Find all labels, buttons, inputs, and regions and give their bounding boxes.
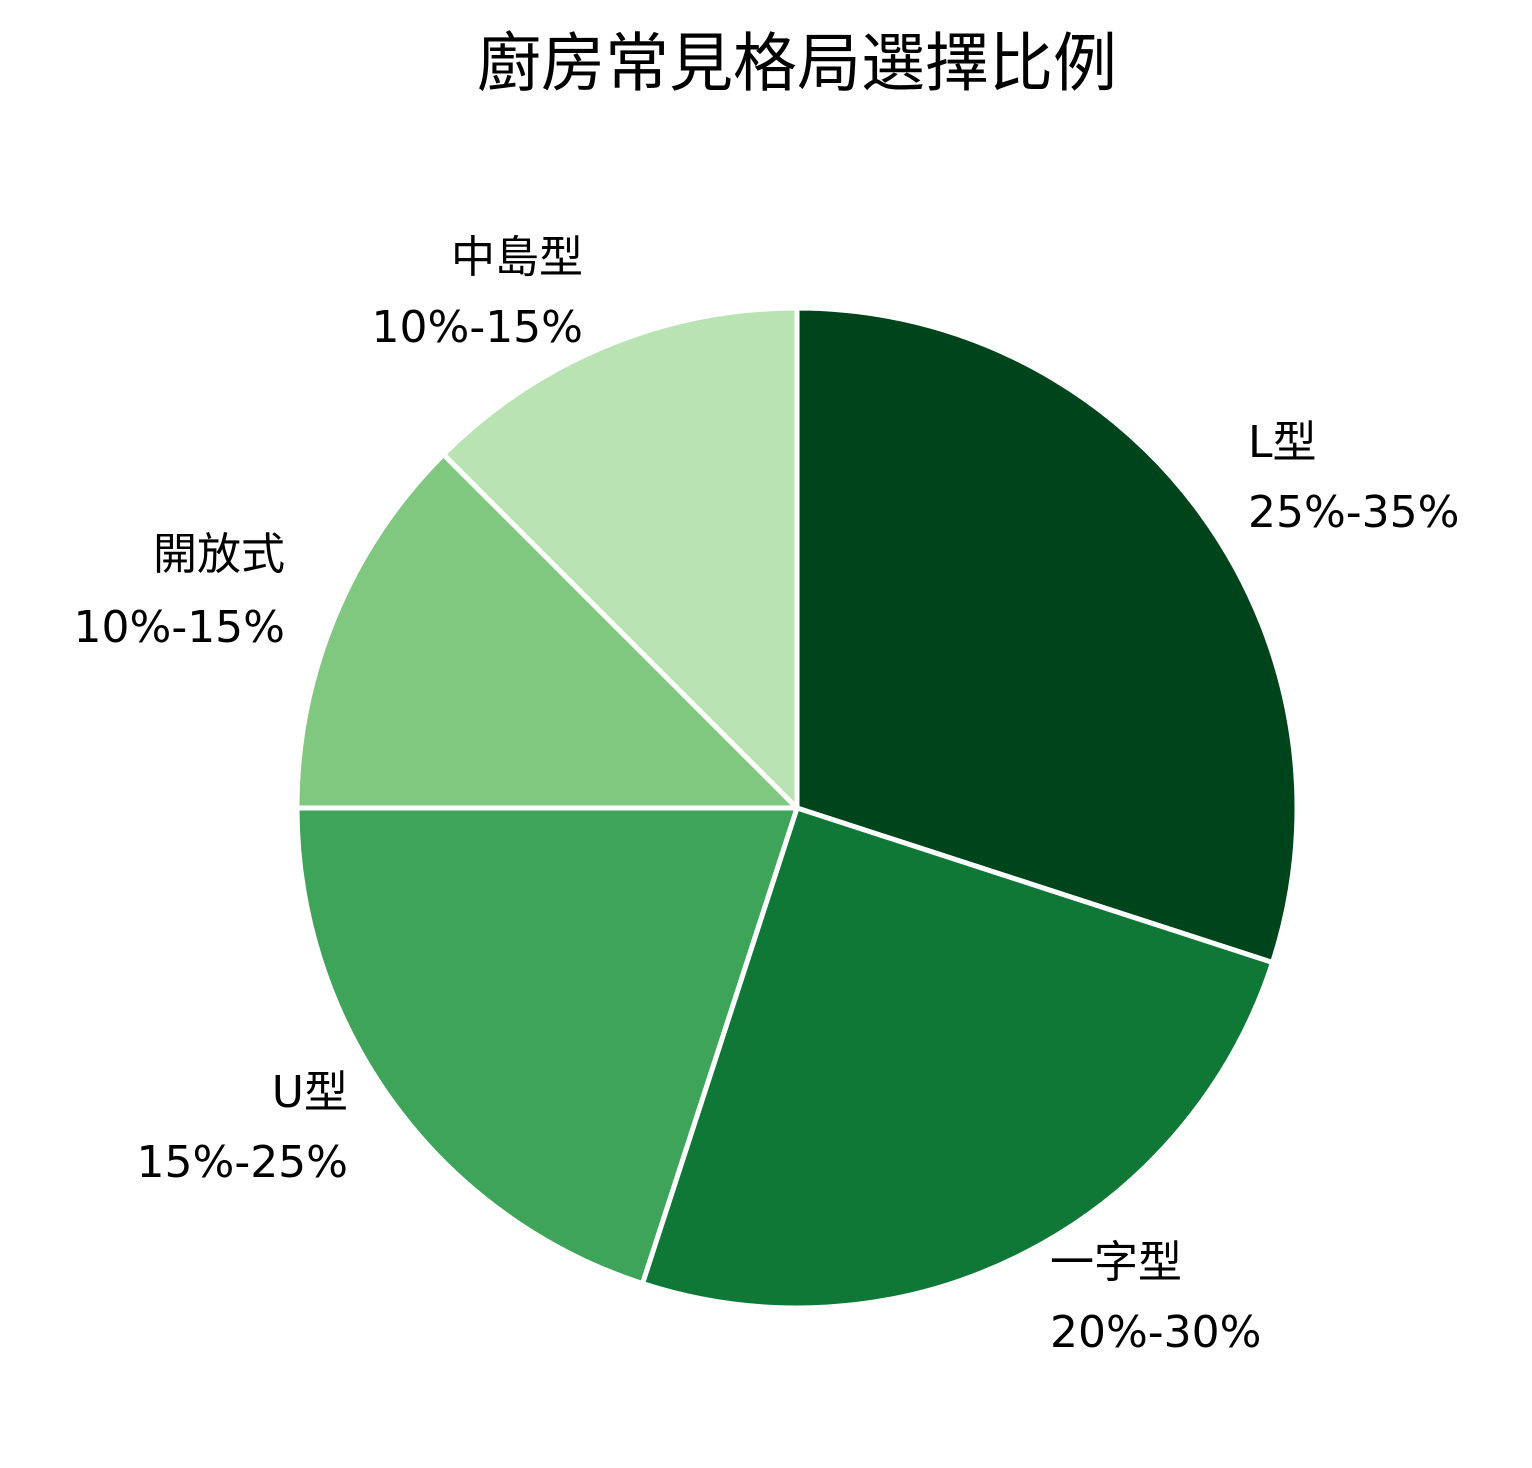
value-label: 25%-35% [1248,487,1459,538]
pie-slice [639,805,1276,1311]
pie-slice [440,305,800,811]
value-label: 20%-30% [1050,1307,1261,1358]
slice-label: L型 [1248,417,1317,468]
slice-label: U型 [272,1067,348,1118]
slice-label: 開放式 [153,529,285,580]
slice-label: 一字型 [1050,1237,1182,1288]
pie-slice [794,305,1300,966]
chart-title: 廚房常見格局選擇比例 [477,28,1117,102]
value-label: 10%-15% [74,602,285,653]
slice-label: 中島型 [451,232,583,283]
value-label: 15%-25% [137,1137,348,1188]
pie-slice [294,451,800,811]
pie-slice [294,805,800,1287]
value-label: 10%-15% [372,302,583,353]
